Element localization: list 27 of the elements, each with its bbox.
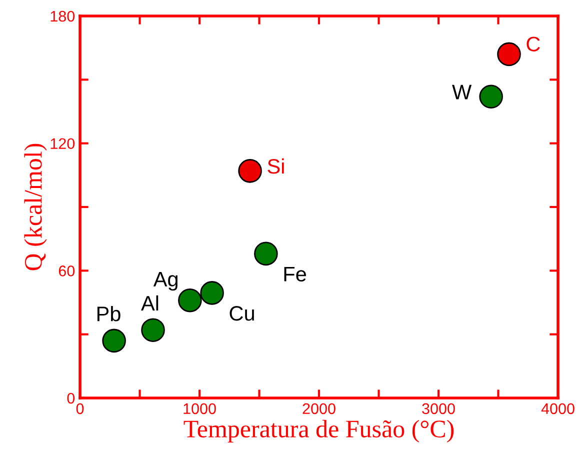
y-tick-label: 180 bbox=[50, 10, 75, 22]
point bbox=[102, 328, 126, 353]
point bbox=[200, 281, 224, 305]
x-axis-title: Temperatura de Fusão (°C) bbox=[184, 420, 454, 443]
point bbox=[141, 318, 165, 342]
x-tick-label: 3000 bbox=[422, 403, 455, 414]
annotation: Si bbox=[268, 158, 284, 174]
x-tick-label: 1000 bbox=[184, 403, 216, 414]
x-tick-label: 4000 bbox=[541, 403, 574, 414]
y-axis-title: Q (kcal/mol) bbox=[24, 144, 47, 270]
point bbox=[178, 288, 202, 312]
point bbox=[238, 159, 262, 183]
x-tick-label: 0 bbox=[76, 403, 84, 414]
y-tick-label: 120 bbox=[50, 138, 75, 150]
annotation: C bbox=[526, 36, 540, 52]
y-tick-label: 60 bbox=[58, 266, 75, 276]
annotation: Ag bbox=[153, 272, 178, 291]
x-tick-label: 2000 bbox=[302, 403, 336, 414]
annotation: Pb bbox=[97, 306, 120, 322]
y-tick-label: 0 bbox=[67, 392, 75, 404]
annotation: Al bbox=[141, 295, 158, 310]
point bbox=[254, 242, 278, 266]
point bbox=[497, 42, 521, 66]
point bbox=[479, 84, 503, 109]
annotation: Cu bbox=[230, 306, 254, 321]
annotation: W bbox=[452, 84, 472, 100]
annotation: Fe bbox=[284, 266, 306, 282]
